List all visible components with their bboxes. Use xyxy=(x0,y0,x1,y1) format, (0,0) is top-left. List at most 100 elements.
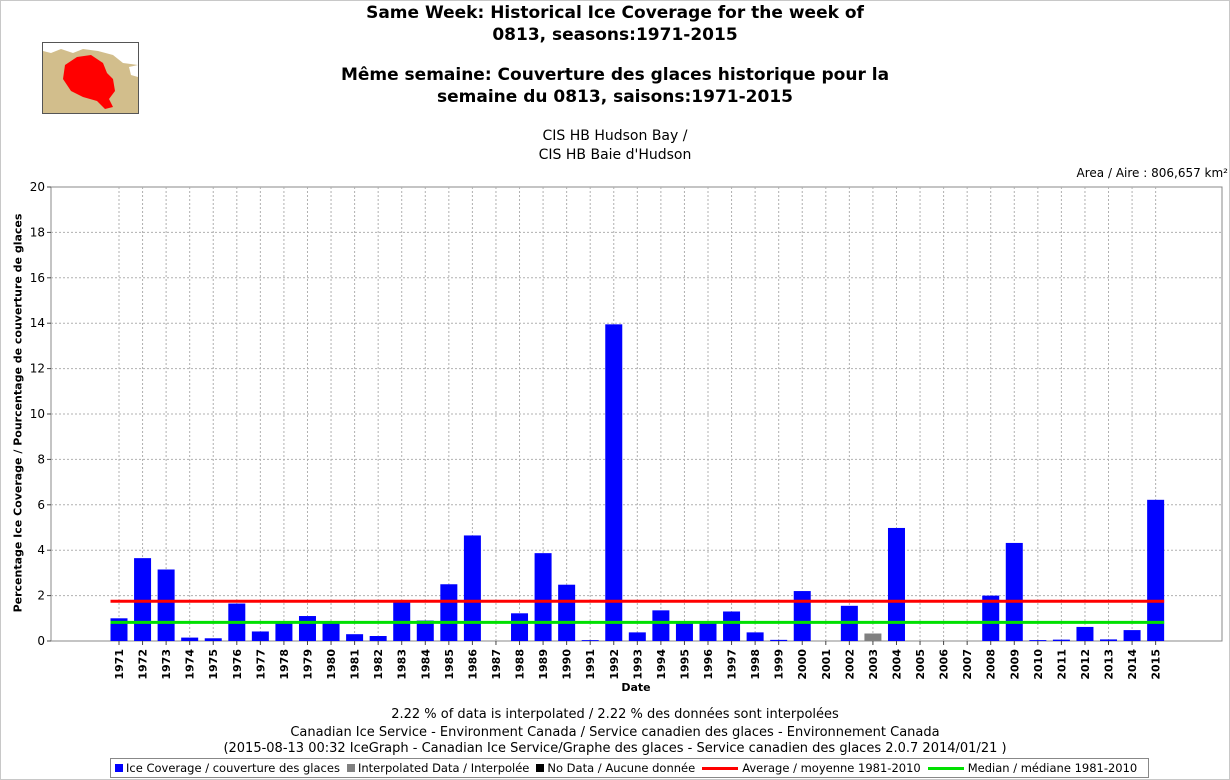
x-tick-label: 1975 xyxy=(207,649,220,680)
generator-line: (2015-08-13 00:32 IceGraph - Canadian Ic… xyxy=(223,741,1007,756)
x-tick-label: 1993 xyxy=(631,649,644,680)
x-tick-label: 1998 xyxy=(749,649,762,680)
bar-ice-coverage xyxy=(770,639,788,641)
x-tick-label: 2004 xyxy=(890,649,903,680)
x-tick-label: 2014 xyxy=(1126,649,1139,680)
x-tick-label: 1979 xyxy=(301,649,314,680)
y-tick-label: 12 xyxy=(30,362,45,376)
bar-ice-coverage xyxy=(675,622,693,641)
x-tick-label: 1978 xyxy=(278,649,291,680)
bar-ice-coverage xyxy=(746,632,764,641)
x-tick-label: 2005 xyxy=(914,649,927,680)
y-tick-label: 16 xyxy=(30,271,45,285)
y-axis-label: Percentage Ice Coverage / Pourcentage de… xyxy=(11,213,25,613)
bar-ice-coverage xyxy=(1076,626,1094,641)
bar-ice-coverage xyxy=(440,584,458,641)
bar-ice-coverage xyxy=(1029,640,1047,641)
interpolation-note: 2.22 % of data is interpolated / 2.22 % … xyxy=(391,707,839,722)
x-tick-label: 1989 xyxy=(537,649,550,680)
x-tick-label: 1992 xyxy=(608,649,621,680)
legend-swatch-ice xyxy=(115,764,123,772)
bar-ice-coverage xyxy=(605,324,623,641)
legend-label-ice: Ice Coverage / couverture des glaces xyxy=(126,761,340,775)
y-tick-label: 6 xyxy=(37,498,45,512)
axes: 0 2 4 6 8 10 12 14 16 18 20 1971 1972 1973 1974 1975 197… xyxy=(30,180,1163,680)
legend-swatch-nodata xyxy=(536,764,545,772)
y-tick-label: 10 xyxy=(30,407,45,421)
x-tick-label: 1974 xyxy=(184,649,197,680)
legend-item-median: Median / médiane 1981-2010 xyxy=(927,761,1138,775)
x-axis-label: Date xyxy=(621,681,651,694)
x-tick-label: 2003 xyxy=(867,649,880,680)
bar-ice-coverage xyxy=(1147,499,1165,641)
legend-item-ice: Ice Coverage / couverture des glaces xyxy=(115,761,340,775)
x-tick-label: 1982 xyxy=(372,649,385,680)
title-fr-line-2: semaine du 0813, saisons:1971-2015 xyxy=(436,87,793,107)
x-tick-label: 1997 xyxy=(726,649,739,680)
bar-ice-coverage xyxy=(699,622,717,641)
x-tick-label: 2010 xyxy=(1032,649,1045,680)
bar-ice-coverage xyxy=(1123,630,1141,641)
legend-label-average: Average / moyenne 1981-2010 xyxy=(742,761,921,775)
legend-swatch-interpolated xyxy=(346,764,355,772)
map-hudson-bay-region xyxy=(63,55,115,109)
grid-lines xyxy=(50,186,1223,642)
y-tick-label: 2 xyxy=(37,589,45,603)
bar-ice-coverage xyxy=(793,591,811,641)
bar-ice-coverage xyxy=(181,637,199,641)
credit-line: Canadian Ice Service - Environment Canad… xyxy=(290,725,940,740)
x-tick-label: 1990 xyxy=(561,649,574,680)
bar-ice-coverage xyxy=(558,584,576,641)
x-tick-label: 1984 xyxy=(419,649,432,680)
area-label: Area / Aire : 806,657 km² xyxy=(1076,166,1228,180)
x-tick-label: 2002 xyxy=(843,649,856,680)
x-tick-label: 1994 xyxy=(655,649,668,680)
x-tick-label: 1995 xyxy=(678,649,691,680)
y-tick-label: 0 xyxy=(37,634,45,648)
bar-ice-coverage xyxy=(1100,639,1118,641)
x-tick-label: 2013 xyxy=(1103,649,1116,680)
bar-interpolated xyxy=(864,633,882,641)
title-fr-line-1: Même semaine: Couverture des glaces hist… xyxy=(340,65,890,85)
bar-ice-coverage xyxy=(628,632,646,641)
bar-ice-coverage xyxy=(887,527,905,641)
title-en-line-2: 0813, seasons:1971-2015 xyxy=(492,25,738,45)
x-tick-label: 2012 xyxy=(1079,649,1092,680)
bar-ice-coverage xyxy=(581,640,599,641)
bar-ice-coverage xyxy=(1005,542,1023,641)
x-tick-label: 1971 xyxy=(113,649,126,680)
bar-ice-coverage xyxy=(511,613,529,641)
y-tick-label: 8 xyxy=(37,452,45,466)
x-tick-label: 2007 xyxy=(961,649,974,680)
title-en-line-1: Same Week: Historical Ice Coverage for t… xyxy=(366,3,864,23)
legend-item-interpolated: Interpolated Data / Interpolée xyxy=(346,761,529,775)
map-water xyxy=(129,65,138,77)
x-tick-label: 2011 xyxy=(1055,649,1068,680)
bar-ice-coverage xyxy=(416,620,434,641)
legend-item-average: Average / moyenne 1981-2010 xyxy=(702,761,921,775)
region-name-en: CIS HB Hudson Bay / xyxy=(542,128,688,144)
bar-ice-coverage xyxy=(463,535,481,641)
bar-ice-coverage xyxy=(369,636,387,641)
bar-ice-coverage xyxy=(157,569,175,641)
legend-label-median: Median / médiane 1981-2010 xyxy=(967,761,1138,775)
x-tick-label: 1983 xyxy=(396,649,409,680)
x-tick-label: 1981 xyxy=(349,649,362,680)
legend-label-nodata: No Data / Aucune donnée xyxy=(547,761,696,775)
bar-ice-coverage xyxy=(723,611,741,641)
x-tick-label: 1999 xyxy=(773,649,786,680)
bar-ice-coverage xyxy=(110,618,128,641)
bar-ice-coverage xyxy=(346,634,364,641)
bar-ice-coverage xyxy=(275,622,293,641)
bar-ice-coverage xyxy=(982,595,1000,641)
legend-item-nodata: No Data / Aucune donnée xyxy=(536,761,695,775)
map-sea xyxy=(43,43,138,65)
x-tick-label: 2001 xyxy=(820,649,833,680)
x-tick-label: 1988 xyxy=(514,649,527,680)
reference-lines xyxy=(110,599,1165,624)
x-tick-label: 1973 xyxy=(160,649,173,680)
bar-ice-coverage xyxy=(393,600,411,641)
x-tick-label: 1980 xyxy=(325,649,338,680)
bars xyxy=(110,324,1165,641)
